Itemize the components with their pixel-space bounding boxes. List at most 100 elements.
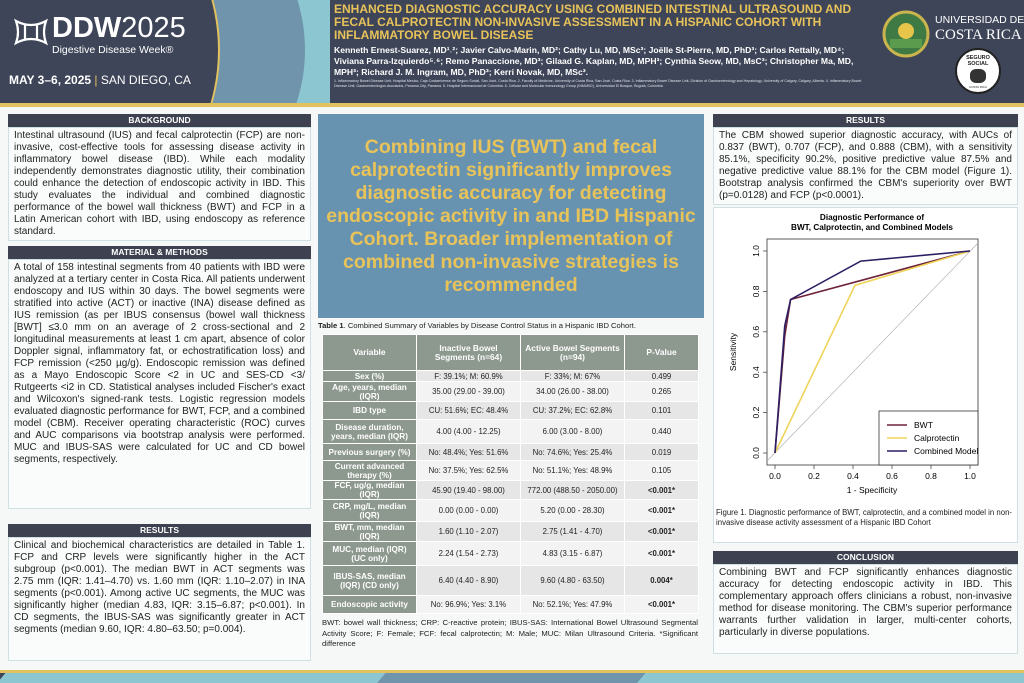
active-cell: F: 33%; M: 67% <box>520 370 625 382</box>
y-tick-label: 0.6 <box>751 326 761 338</box>
y-tick-label: 0.8 <box>751 285 761 297</box>
summary-table: Variable Inactive Bowel Segments (n=64) … <box>322 334 699 614</box>
active-cell: No: 52.1%; Yes: 47.9% <box>520 595 625 614</box>
table-footnote: BWT: bowel wall thickness; CRP: C-reacti… <box>322 618 698 648</box>
column-header: Inactive Bowel Segments (n=64) <box>416 334 521 371</box>
table-caption: Table 1. Combined Summary of Variables b… <box>318 321 704 331</box>
chart-title: BWT, Calprotectin, and Combined Models <box>791 223 953 232</box>
table-row: CRP, mg/L, median (IQR) 0.00 (0.00 - 0.00… <box>322 499 699 522</box>
inactive-cell: 0.00 (0.00 - 0.00) <box>416 499 521 522</box>
column-header: Variable <box>322 334 417 371</box>
table-caption-label: Table 1 <box>318 321 344 330</box>
y-tick-label: 0.0 <box>751 447 761 459</box>
inactive-cell: F: 39.1%; M: 60.9% <box>416 370 521 382</box>
x-tick-label: 1.0 <box>964 471 976 481</box>
active-cell: 9.60 (4.80 - 63.50) <box>520 565 625 596</box>
p-value-cell: <0.001* <box>624 541 699 566</box>
variable-cell: Previous surgery (%) <box>322 443 417 461</box>
poster-title: Enhanced diagnostic accuracy using combi… <box>334 2 852 42</box>
p-value-cell: <0.001* <box>624 521 699 542</box>
table-row: BWT, mm, median (IQR) 1.60 (1.10 - 2.07) 2… <box>322 521 699 542</box>
seguro-social-text: SEGURO SOCIAL <box>966 55 990 67</box>
table-row: FCF, ug/g, median (IQR) 45.90 (19.40 - 98… <box>322 480 699 500</box>
table-row: Age, years, median (IQR) 35.00 (29.00 - 3… <box>322 381 699 402</box>
x-tick-label: 0.6 <box>886 471 898 481</box>
right-column: RESULTS The CBM showed superior diagnost… <box>713 114 1018 654</box>
ucr-name-line2: COSTA RICA <box>935 27 1022 43</box>
active-cell: 2.75 (1.41 - 4.70) <box>520 521 625 542</box>
poster-footer <box>0 670 1024 683</box>
legend-label: Calprotectin <box>914 433 960 443</box>
poster-header: DDW2025 Digestive Disease Week® MAY 3–6,… <box>0 0 1024 103</box>
p-value-cell: 0.265 <box>624 381 699 402</box>
active-cell: 34.00 (26.00 - 38.00) <box>520 381 625 402</box>
left-column: BACKGROUND Intestinal ultrasound (IUS) a… <box>8 114 311 661</box>
affiliations: 1. Inflammatory Bowel Disease Unit, Hosp… <box>334 79 862 88</box>
p-value-cell: 0.101 <box>624 401 699 420</box>
variable-cell: Endoscopic activity <box>322 595 417 614</box>
header-text-block: Enhanced diagnostic accuracy using combi… <box>334 3 874 88</box>
y-tick-label: 1.0 <box>751 245 761 257</box>
x-axis-label: 1 - Specificity <box>847 485 898 495</box>
key-takeaway-text: Combining IUS (BWT) and fecal calprotect… <box>326 135 696 296</box>
variable-cell: Sex (%) <box>322 370 417 382</box>
footer-stripe <box>634 673 1024 683</box>
legend-label: BWT <box>914 420 933 430</box>
variable-cell: IBD type <box>322 401 417 420</box>
column-header: Active Bowel Segments (n=94) <box>520 334 625 371</box>
event-separator: | <box>94 73 98 87</box>
inactive-cell: 35.00 (29.00 - 39.00) <box>416 381 521 402</box>
table-row: Disease duration, years, median (IQR) 4.0… <box>322 419 699 444</box>
roc-curve-combined-model <box>774 250 971 454</box>
figure-1: Diagnostic Performance of BWT, Calprotect… <box>713 207 1018 543</box>
background-heading: BACKGROUND <box>8 114 311 127</box>
methods-text: A total of 158 intestinal segments from … <box>8 259 311 509</box>
roc-curve-calprotectin <box>774 250 971 454</box>
legend-label: Combined Model <box>914 446 978 456</box>
results-right-text: The CBM showed superior diagnostic accur… <box>713 127 1018 205</box>
table-row: Endoscopic activity No: 96.9%; Yes: 3.1% N… <box>322 595 699 614</box>
seguro-social-sub: COSTA RICA <box>969 85 987 89</box>
ddw-banner: DDW2025 Digestive Disease Week® MAY 3–6,… <box>0 0 330 103</box>
results-left-text: Clinical and biochemical characteristics… <box>8 537 311 661</box>
table-caption-text: . Combined Summary of Variables by Disea… <box>343 321 636 330</box>
variable-cell: CRP, mg/L, median (IQR) <box>322 499 417 522</box>
x-tick-label: 0.8 <box>925 471 937 481</box>
figure-caption: Figure 1. Diagnostic performance of BWT,… <box>716 508 1012 527</box>
ddw-logo-icon <box>13 18 49 46</box>
table-header-row: Variable Inactive Bowel Segments (n=64) … <box>322 334 699 371</box>
ucr-name-line1: UNIVERSIDAD DE <box>935 14 1024 26</box>
y-tick-label: 0.2 <box>751 406 761 418</box>
key-takeaway: Combining IUS (BWT) and fecal calprotect… <box>318 114 704 318</box>
table-row: IBD type CU: 51.6%; EC: 48.4% CU: 37.2%; E… <box>322 401 699 420</box>
logo-year: 2025 <box>121 12 186 44</box>
table-row: Previous surgery (%) No: 48.4%; Yes: 51.6… <box>322 443 699 461</box>
results-right-heading: RESULTS <box>713 114 1018 127</box>
inactive-cell: No: 37.5%; Yes: 62.5% <box>416 460 521 481</box>
p-value-cell: 0.105 <box>624 460 699 481</box>
variable-cell: MUC, median (IQR) (UC only) <box>322 541 417 566</box>
conclusion-heading: CONCLUSION <box>713 551 1018 564</box>
inactive-cell: 6.40 (4.40 - 8.90) <box>416 565 521 596</box>
inactive-cell: CU: 51.6%; EC: 48.4% <box>416 401 521 420</box>
variable-cell: Current advanced therapy (%) <box>322 460 417 481</box>
variable-cell: Age, years, median (IQR) <box>322 381 417 402</box>
inactive-cell: 45.90 (19.40 - 98.00) <box>416 480 521 500</box>
p-value-cell: <0.001* <box>624 595 699 614</box>
logo-ddw: DDW <box>52 12 122 44</box>
middle-column: Combining IUS (BWT) and fecal calprotect… <box>318 114 704 650</box>
inactive-cell: 4.00 (4.00 - 12.25) <box>416 419 521 444</box>
p-value-cell: 0.004* <box>624 565 699 596</box>
event-place: SAN DIEGO, CA <box>100 73 191 87</box>
y-axis-label: Sensitivity <box>728 332 738 371</box>
variable-cell: IBUS-SAS, median (IQR) (CD only) <box>322 565 417 596</box>
variable-cell: FCF, ug/g, median (IQR) <box>322 480 417 500</box>
variable-cell: Disease duration, years, median (IQR) <box>322 419 417 444</box>
conclusion-text: Combining BWT and FCP significantly enha… <box>713 564 1018 654</box>
author-list: Kenneth Ernest-Suarez, MD¹˒²; Javier Cal… <box>334 45 854 77</box>
reference-diagonal <box>766 242 979 462</box>
table-row: IBUS-SAS, median (IQR) (CD only) 6.40 (4.… <box>322 565 699 596</box>
column-header: P-Value <box>624 334 699 371</box>
seguro-social-logo: SEGURO SOCIAL COSTA RICA <box>955 48 1001 94</box>
